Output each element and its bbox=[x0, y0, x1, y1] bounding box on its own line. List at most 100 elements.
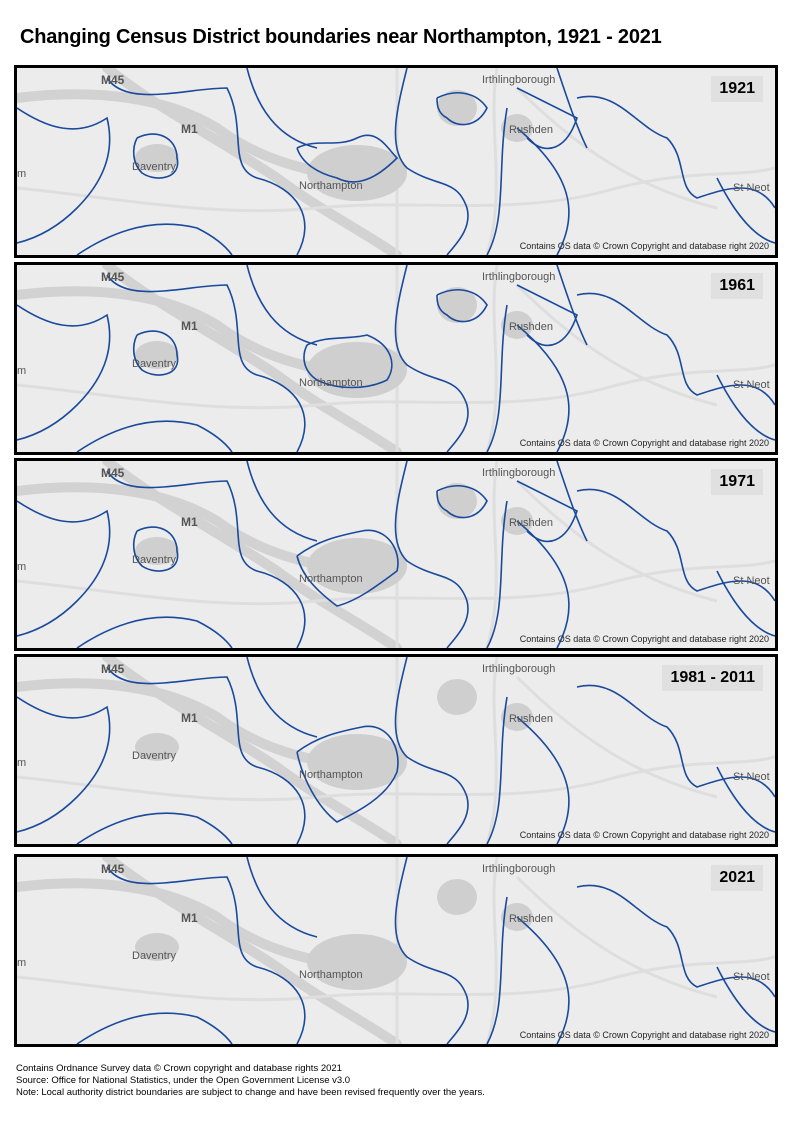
place-label-northampton: Northampton bbox=[299, 969, 363, 981]
district-boundary-5 bbox=[486, 500, 508, 648]
place-label-northampton: Northampton bbox=[299, 377, 363, 389]
year-label: 1971 bbox=[711, 469, 763, 495]
district-boundary-0 bbox=[17, 107, 111, 244]
place-label-irthlingborough: Irthlingborough bbox=[482, 663, 556, 675]
map-copyright: Contains OS data © Crown Copyright and d… bbox=[519, 1030, 769, 1040]
place-label-northampton: Northampton bbox=[299, 180, 363, 192]
footer-os-copyright: Contains Ordnance Survey data © Crown co… bbox=[16, 1063, 342, 1074]
place-label-rushden: Rushden bbox=[509, 124, 554, 136]
place-label-irthlingborough: Irthlingborough bbox=[482, 74, 556, 86]
road-label-m45: M45 bbox=[101, 73, 125, 87]
map-panel-1961: M45 M1 Daventry Northampton Irthlingboro… bbox=[14, 262, 778, 455]
road-label-m1: M1 bbox=[181, 711, 198, 725]
place-label-edge: m bbox=[17, 757, 27, 769]
district-boundary-4 bbox=[394, 68, 469, 255]
district-boundary-1 bbox=[106, 666, 306, 844]
district-boundary-2 bbox=[76, 1012, 233, 1044]
map-svg bbox=[17, 461, 775, 648]
map-svg bbox=[17, 265, 775, 452]
place-label-edge: m bbox=[17, 168, 27, 180]
year-label: 1921 bbox=[711, 76, 763, 102]
district-boundary-0 bbox=[17, 304, 111, 441]
place-label-daventry: Daventry bbox=[132, 358, 177, 370]
map-copyright: Contains OS data © Crown Copyright and d… bbox=[519, 438, 769, 448]
place-label-irthlingborough: Irthlingborough bbox=[482, 467, 556, 479]
place-label-st-neots: St Neot bbox=[733, 575, 770, 587]
year-label: 1981 - 2011 bbox=[662, 665, 763, 691]
footer-note: Note: Local authority district boundarie… bbox=[16, 1087, 485, 1098]
road-label-m45: M45 bbox=[101, 862, 125, 876]
district-boundary-13 bbox=[556, 68, 588, 149]
place-label-daventry: Daventry bbox=[132, 161, 177, 173]
district-boundary-6 bbox=[516, 716, 570, 844]
place-label-edge: m bbox=[17, 957, 27, 969]
year-label: 2021 bbox=[711, 865, 763, 891]
place-label-daventry: Daventry bbox=[132, 554, 177, 566]
district-boundary-6 bbox=[576, 884, 775, 998]
district-boundary-2 bbox=[246, 265, 318, 346]
road-label-m45: M45 bbox=[101, 270, 125, 284]
district-boundary-4 bbox=[394, 265, 469, 452]
place-label-daventry: Daventry bbox=[132, 950, 177, 962]
year-label: 1961 bbox=[711, 273, 763, 299]
district-boundary-9 bbox=[132, 526, 179, 572]
place-label-st-neots: St Neot bbox=[733, 771, 770, 783]
district-boundary-8 bbox=[716, 570, 775, 637]
place-label-rushden: Rushden bbox=[509, 713, 554, 725]
district-boundary-12 bbox=[516, 87, 578, 150]
district-boundary-7 bbox=[576, 95, 775, 209]
district-boundary-9 bbox=[132, 133, 179, 179]
place-label-st-neots: St Neot bbox=[733, 379, 770, 391]
footer-notes: Contains Ordnance Survey data © Crown co… bbox=[16, 1063, 485, 1099]
footer-source: Source: Office for National Statistics, … bbox=[16, 1075, 351, 1086]
district-boundary-2 bbox=[246, 657, 318, 738]
map-svg bbox=[17, 68, 775, 255]
district-boundary-10 bbox=[303, 334, 393, 389]
district-boundary-3 bbox=[76, 420, 233, 452]
district-boundary-9 bbox=[132, 330, 179, 376]
place-label-daventry: Daventry bbox=[132, 750, 177, 762]
district-boundary-11 bbox=[436, 289, 488, 323]
place-label-edge: m bbox=[17, 561, 27, 573]
district-boundary-0 bbox=[17, 696, 111, 833]
district-boundary-7 bbox=[576, 488, 775, 602]
map-svg bbox=[17, 857, 775, 1044]
district-boundary-6 bbox=[516, 127, 570, 255]
district-boundary-1 bbox=[106, 470, 306, 648]
district-boundary-0 bbox=[17, 500, 111, 637]
place-label-irthlingborough: Irthlingborough bbox=[482, 863, 556, 875]
map-panel-1971: M45 M1 Daventry Northampton Irthlingboro… bbox=[14, 458, 778, 651]
district-boundary-8 bbox=[716, 374, 775, 441]
district-boundary-4 bbox=[394, 461, 469, 648]
district-boundary-13 bbox=[556, 461, 588, 542]
road-label-m1: M1 bbox=[181, 122, 198, 136]
district-boundary-6 bbox=[516, 324, 570, 452]
place-label-rushden: Rushden bbox=[509, 517, 554, 529]
map-panel-1921: M45 M1 Daventry Northampton Irthlingboro… bbox=[14, 65, 778, 258]
place-label-rushden: Rushden bbox=[509, 913, 554, 925]
district-boundary-10 bbox=[296, 134, 399, 183]
district-boundary-3 bbox=[394, 857, 469, 1044]
place-label-northampton: Northampton bbox=[299, 573, 363, 585]
district-boundary-8 bbox=[716, 177, 775, 244]
place-label-irthlingborough: Irthlingborough bbox=[482, 271, 556, 283]
district-boundary-1 bbox=[106, 274, 306, 452]
road-label-m45: M45 bbox=[101, 662, 125, 676]
map-panel-2021: M45 M1 Daventry Northampton Irthlingboro… bbox=[14, 854, 778, 1047]
district-boundary-12 bbox=[516, 480, 578, 543]
district-boundary-1 bbox=[246, 857, 318, 938]
map-svg bbox=[17, 657, 775, 844]
district-boundary-5 bbox=[486, 304, 508, 452]
road-label-m1: M1 bbox=[181, 319, 198, 333]
district-boundary-1 bbox=[106, 77, 306, 255]
district-boundary-11 bbox=[436, 92, 488, 126]
place-label-edge: m bbox=[17, 365, 27, 377]
district-boundary-6 bbox=[516, 520, 570, 648]
district-boundary-12 bbox=[516, 284, 578, 347]
map-copyright: Contains OS data © Crown Copyright and d… bbox=[519, 830, 769, 840]
place-label-rushden: Rushden bbox=[509, 321, 554, 333]
district-boundary-4 bbox=[486, 896, 508, 1044]
district-boundary-3 bbox=[76, 616, 233, 648]
district-boundary-11 bbox=[436, 485, 488, 519]
district-boundary-5 bbox=[516, 916, 570, 1044]
